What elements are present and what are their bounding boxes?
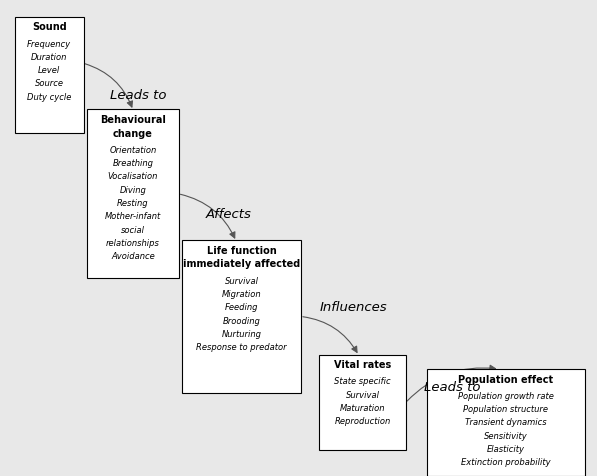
Text: social: social	[121, 226, 145, 235]
FancyBboxPatch shape	[427, 369, 585, 476]
Text: Reproduction: Reproduction	[334, 417, 391, 426]
Text: Influences: Influences	[319, 300, 387, 314]
Text: Sensitivity: Sensitivity	[484, 432, 528, 441]
Text: Maturation: Maturation	[340, 404, 386, 413]
Text: Breathing: Breathing	[112, 159, 153, 168]
Text: Level: Level	[38, 66, 60, 75]
FancyArrowPatch shape	[407, 365, 496, 401]
Text: Elasticity: Elasticity	[487, 445, 525, 454]
Text: Diving: Diving	[119, 186, 146, 195]
Text: Migration: Migration	[222, 290, 261, 299]
Text: Sound: Sound	[32, 22, 67, 32]
Text: Duty cycle: Duty cycle	[27, 93, 72, 102]
Text: Brooding: Brooding	[223, 317, 261, 326]
Text: Life function: Life function	[207, 246, 276, 256]
Text: immediately affected: immediately affected	[183, 259, 300, 269]
Text: Vital rates: Vital rates	[334, 360, 391, 370]
FancyArrowPatch shape	[180, 194, 235, 238]
Text: Survival: Survival	[225, 277, 259, 286]
FancyBboxPatch shape	[319, 355, 406, 450]
Text: Frequency: Frequency	[27, 40, 71, 49]
Text: Survival: Survival	[346, 391, 380, 400]
Text: relationships: relationships	[106, 239, 160, 248]
FancyBboxPatch shape	[182, 240, 301, 393]
Text: Leads to: Leads to	[424, 381, 481, 395]
Text: Orientation: Orientation	[109, 146, 156, 155]
Text: Avoidance: Avoidance	[111, 252, 155, 261]
FancyBboxPatch shape	[15, 17, 84, 133]
FancyArrowPatch shape	[303, 317, 357, 352]
Text: Extinction probability: Extinction probability	[461, 458, 551, 467]
Text: Affects: Affects	[206, 208, 252, 221]
Text: Vocalisation: Vocalisation	[107, 172, 158, 181]
Text: Resting: Resting	[117, 199, 149, 208]
Text: Feeding: Feeding	[225, 303, 259, 312]
Text: Mother-infant: Mother-infant	[104, 212, 161, 221]
Text: State specific: State specific	[334, 377, 391, 387]
Text: Population structure: Population structure	[463, 405, 549, 414]
Text: Response to predator: Response to predator	[196, 343, 287, 352]
Text: Population growth rate: Population growth rate	[458, 392, 554, 401]
FancyBboxPatch shape	[87, 109, 179, 278]
Text: Source: Source	[35, 79, 64, 89]
Text: Transient dynamics: Transient dynamics	[465, 418, 547, 427]
Text: change: change	[113, 129, 153, 139]
Text: Behavioural: Behavioural	[100, 115, 166, 125]
Text: Duration: Duration	[31, 53, 67, 62]
Text: Nurturing: Nurturing	[221, 330, 262, 339]
Text: Leads to: Leads to	[110, 89, 167, 102]
Text: Population effect: Population effect	[458, 375, 553, 385]
FancyArrowPatch shape	[85, 64, 133, 107]
